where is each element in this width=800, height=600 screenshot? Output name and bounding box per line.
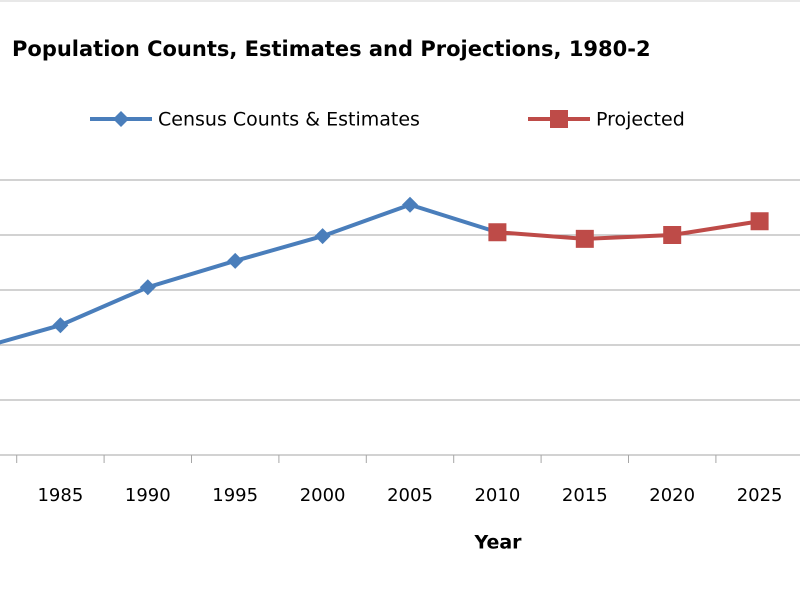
point [663,226,682,244]
x-tick-label: 1990 [125,485,171,506]
chart-title: Population Counts, Estimates and Project… [12,37,651,61]
point [402,196,418,213]
point [139,279,156,296]
series-line [497,219,760,241]
legend-marker [113,111,129,127]
x-tick-label: 2015 [562,485,608,506]
x-axis-label: Year [473,532,522,554]
x-tick-label: 2000 [300,485,346,506]
point [52,317,69,334]
point [750,212,769,231]
legend-label: Census Counts & Estimates [158,109,420,131]
x-tick-label: 2020 [649,485,695,506]
series-line [0,202,499,345]
x-tick-label: 2010 [474,485,520,506]
point [227,252,244,269]
legend-marker [550,110,568,128]
x-tick-label: 1985 [37,485,83,506]
legend-label: Projected [596,109,685,131]
x-tick-label: 2025 [737,485,783,506]
x-tick-label: 1995 [212,485,258,506]
x-tick-label: 2005 [387,485,433,506]
point [488,223,507,242]
point [575,229,594,248]
point [314,228,331,245]
